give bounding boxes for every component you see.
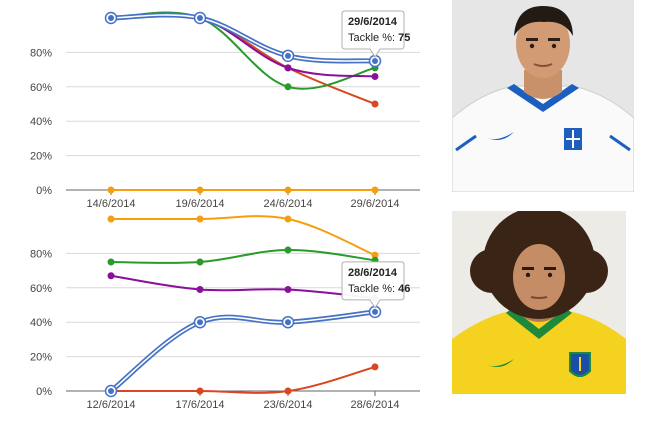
x-tick-label: 14/6/2014 xyxy=(87,198,136,210)
data-point-orange[interactable] xyxy=(371,251,379,259)
tackle-chart-bottom: 0% 20% 40% 60% 80% 12/6/2014 17/6/2014 23/6/201… xyxy=(30,215,420,411)
data-point-blue-core xyxy=(285,319,291,326)
tooltip-value-line: Tackle %: 46 xyxy=(348,283,410,295)
series-green xyxy=(107,11,379,91)
x-tick-label: 24/6/2014 xyxy=(264,198,313,210)
data-point-green[interactable] xyxy=(107,258,115,266)
series-purple xyxy=(107,272,379,302)
y-tick-label: 40% xyxy=(30,317,52,329)
series-line-blue xyxy=(110,311,376,392)
series-line-green xyxy=(110,11,376,90)
y-tick-label: 40% xyxy=(30,116,52,128)
data-point-blue-core xyxy=(372,308,378,315)
series-orange xyxy=(107,186,379,194)
tooltip-box xyxy=(341,10,405,58)
data-point-orange[interactable] xyxy=(107,215,115,223)
tooltip-box xyxy=(341,261,405,309)
data-point-purple[interactable] xyxy=(371,72,379,80)
series-line-red xyxy=(111,365,376,394)
data-point-purple[interactable] xyxy=(107,272,115,280)
data-point-red[interactable] xyxy=(371,100,379,108)
tooltip-label: Tackle %: xyxy=(348,283,398,295)
data-point-purple[interactable] xyxy=(196,286,204,294)
x-tick-label: 29/6/2014 xyxy=(351,198,400,210)
series-line-blue xyxy=(110,14,376,62)
data-point-blue-core xyxy=(108,388,114,394)
tooltip-value: 46 xyxy=(398,283,410,295)
x-tick-label: 28/6/2014 xyxy=(351,399,400,411)
series-line-green xyxy=(110,248,376,264)
data-point-green[interactable] xyxy=(196,258,204,266)
series-line-blue-halo xyxy=(108,12,378,64)
data-point-orange[interactable] xyxy=(284,215,292,223)
x-tick-label: 23/6/2014 xyxy=(264,399,313,411)
tooltip: 28/6/2014 Tackle %: 46 xyxy=(341,261,410,309)
series-orange xyxy=(107,215,379,259)
x-tick-label: 17/6/2014 xyxy=(176,399,225,411)
y-tick-label: 60% xyxy=(30,82,52,94)
series-line-purple xyxy=(110,13,376,78)
y-tick-label: 60% xyxy=(30,283,52,295)
data-point-blue-core xyxy=(285,52,291,59)
data-point-orange[interactable] xyxy=(371,186,379,194)
player-photo-top xyxy=(452,0,634,192)
data-point-orange[interactable] xyxy=(196,215,204,223)
series-purple xyxy=(107,13,379,80)
data-point-blue-core xyxy=(372,58,378,64)
data-point-blue-core xyxy=(197,15,203,21)
data-point-red[interactable] xyxy=(371,363,379,371)
y-tick-label: 80% xyxy=(30,248,52,260)
tooltip-value: 75 xyxy=(398,32,410,44)
y-tick-label: 80% xyxy=(30,47,52,59)
tooltip-date: 29/6/2014 xyxy=(348,16,398,28)
series-red xyxy=(107,363,379,395)
data-point-blue-core xyxy=(108,15,114,21)
data-point-red[interactable] xyxy=(284,387,292,395)
y-tick-label: 20% xyxy=(30,352,52,364)
series-line-purple xyxy=(110,274,376,300)
series-blue xyxy=(104,305,382,398)
x-tick-label: 19/6/2014 xyxy=(176,198,225,210)
y-tick-label: 0% xyxy=(36,185,52,197)
data-point-purple[interactable] xyxy=(284,286,292,294)
y-tick-label: 20% xyxy=(30,151,52,163)
data-point-red[interactable] xyxy=(196,387,204,395)
series-blue xyxy=(104,11,382,68)
data-point-orange[interactable] xyxy=(196,186,204,194)
series-line-orange xyxy=(110,215,376,257)
x-tick-label: 12/6/2014 xyxy=(87,399,136,411)
tooltip-date: 28/6/2014 xyxy=(348,267,398,279)
data-point-orange[interactable] xyxy=(284,186,292,194)
data-point-purple[interactable] xyxy=(284,64,292,72)
tooltip-label: Tackle %: xyxy=(348,32,398,44)
data-point-green[interactable] xyxy=(284,246,292,254)
data-point-blue-core xyxy=(197,319,203,326)
data-point-green[interactable] xyxy=(284,83,292,91)
tooltip-value-line: Tackle %: 75 xyxy=(348,32,410,44)
tooltip: 29/6/2014 Tackle %: 75 xyxy=(341,10,410,58)
series-green xyxy=(107,246,379,266)
y-tick-label: 0% xyxy=(36,386,52,398)
player-photo-bottom xyxy=(452,211,626,394)
tackle-chart-top: 0% 20% 40% 60% 80% 14/6/2014 19/6/2014 24/6/201… xyxy=(30,10,420,210)
data-point-orange[interactable] xyxy=(107,186,115,194)
